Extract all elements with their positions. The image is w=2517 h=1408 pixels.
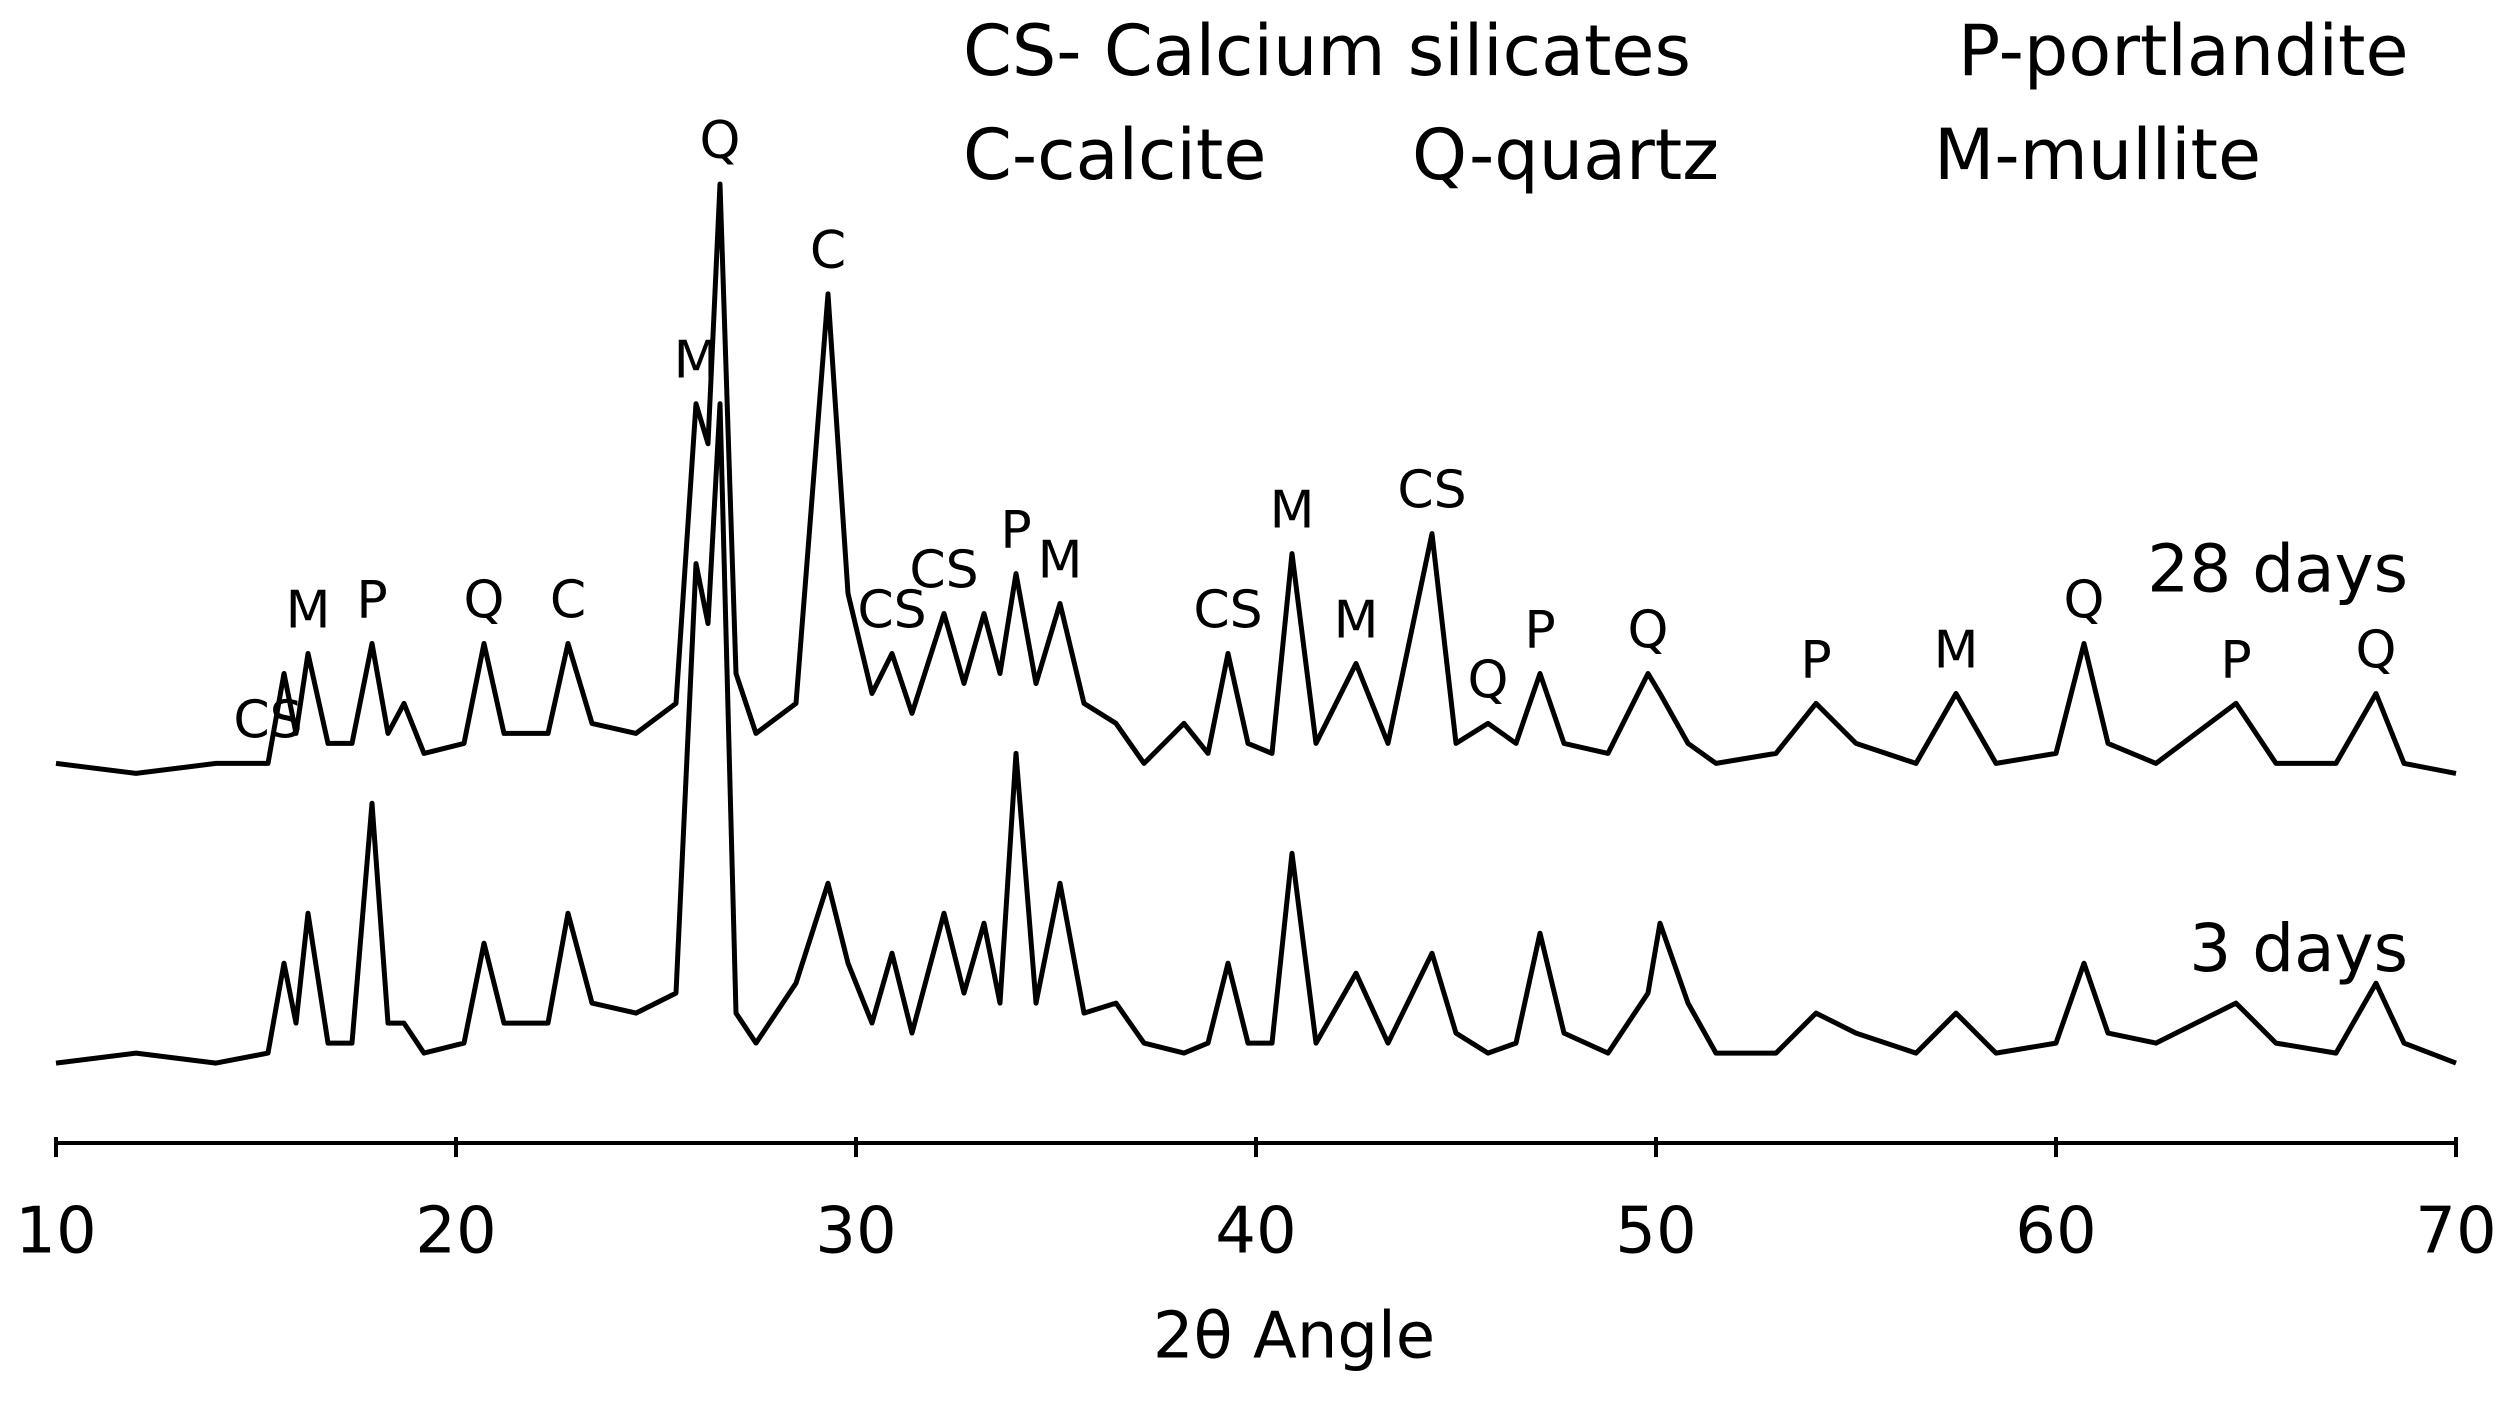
peak-label: P: [2220, 630, 2251, 690]
peak-label: M: [1334, 590, 1379, 650]
peak-label: P: [1800, 630, 1831, 690]
peak-label: P: [356, 571, 387, 631]
peak-label: M: [286, 580, 331, 640]
peak-label: CS: [857, 580, 926, 640]
x-tick-label: 60: [2015, 1195, 2096, 1269]
peak-label: C: [550, 571, 586, 631]
peak-label: Q: [1628, 600, 1669, 660]
series-line: [55, 401, 2457, 1066]
peak-label: Q: [2356, 620, 2397, 680]
x-tick-label: 50: [1615, 1195, 1696, 1269]
x-tick-label: 30: [815, 1195, 896, 1269]
peak-label: CS: [1397, 461, 1466, 521]
legend-note: P-portlandite: [1958, 10, 2409, 92]
series-label: 28 days: [2147, 530, 2408, 607]
legend-note: M-mullite: [1934, 114, 2261, 196]
peak-label: M: [674, 331, 719, 391]
peak-label: CS: [1193, 580, 1262, 640]
x-tick-label: 10: [15, 1195, 96, 1269]
legend-note: C-calcite: [963, 114, 1266, 196]
peak-label: Q: [464, 571, 505, 631]
peak-label: Q: [1468, 650, 1509, 710]
peak-label: M: [1038, 531, 1083, 591]
series-line: [55, 181, 2457, 776]
peak-label: CS: [233, 690, 302, 750]
legend-note: CS- Calcium silicates: [963, 10, 1691, 92]
peak-label: M: [1934, 620, 1979, 680]
x-axis-label: 2θ Angle: [1153, 1300, 1435, 1374]
peak-label: P: [1524, 600, 1555, 660]
peak-label: Q: [2064, 571, 2105, 631]
peak-label: C: [810, 221, 846, 281]
legend-note: Q-quartz: [1412, 114, 1719, 196]
peak-label: Q: [700, 111, 741, 171]
peak-label: M: [1270, 481, 1315, 541]
x-tick-label: 70: [2415, 1195, 2496, 1269]
peak-label: CS: [909, 541, 978, 601]
peak-label: P: [1000, 501, 1031, 561]
x-tick-label: 20: [415, 1195, 496, 1269]
series-label: 3 days: [2189, 910, 2408, 987]
x-tick-label: 40: [1215, 1195, 1296, 1269]
